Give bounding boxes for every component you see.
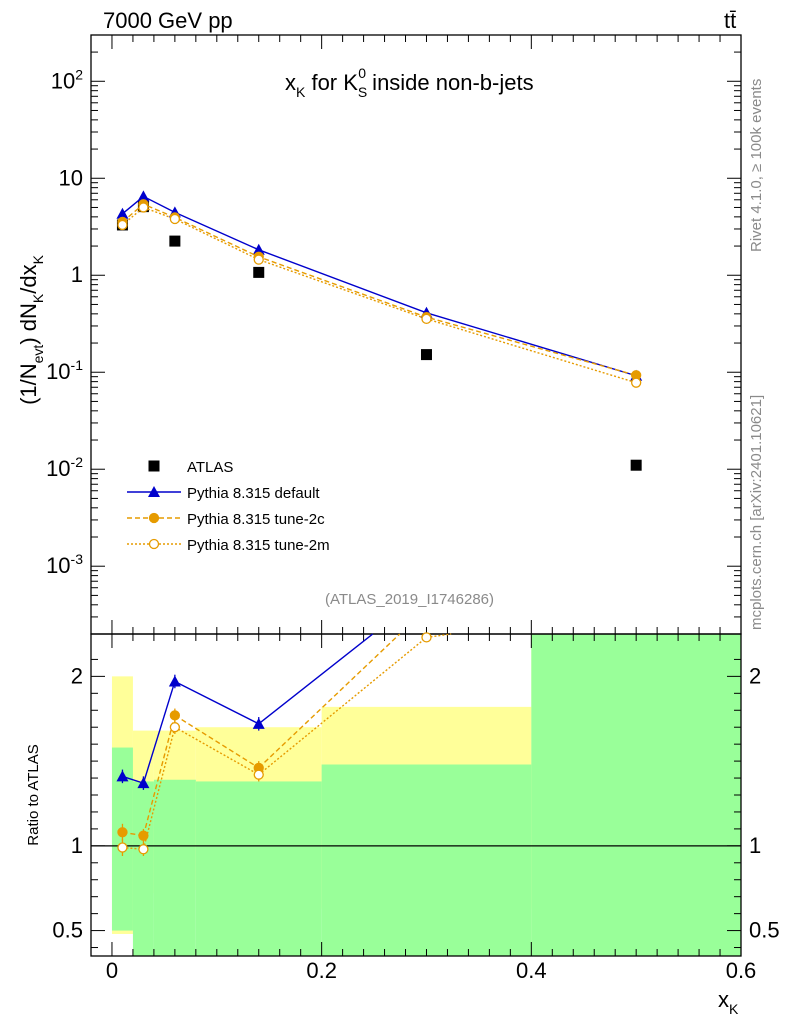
ratio-y-tick-label: 0.5	[52, 918, 83, 943]
ratio-line-segment	[142, 727, 176, 850]
band-green-bin	[531, 634, 741, 956]
ratio-y-tick-label: 1	[749, 833, 761, 858]
ratio-point	[253, 769, 264, 780]
series-line	[122, 203, 637, 376]
x-ticks: 0 0.2 0.4 0.6	[106, 35, 756, 983]
mcplots-label: mcplots.cern.ch [arXiv:2401.10621]	[748, 395, 765, 630]
legend-label: Pythia 8.315 default	[187, 485, 320, 502]
rivet-version-label: Rivet 4.1.0, ≥ 100k events	[748, 79, 765, 252]
data-point	[631, 377, 642, 388]
legend-label: Pythia 8.315 tune-2m	[187, 537, 330, 554]
ratio-point	[116, 770, 129, 782]
ratio-point	[168, 675, 181, 687]
ratio-y-tick-label: 2	[749, 663, 761, 688]
band-green-bin	[321, 764, 532, 956]
y-tick-label: 10-3	[46, 551, 83, 578]
analysis-id: (ATLAS_2019_I1746286)	[325, 591, 494, 608]
x-tick-label: 0.2	[306, 958, 337, 983]
data-point	[116, 207, 129, 219]
y-tick-label: 10	[59, 165, 83, 190]
x-axis-label: xK	[718, 987, 739, 1017]
ratio-line-segment	[258, 636, 427, 776]
ratio-point	[137, 777, 150, 789]
ratio-line-segment	[258, 633, 401, 769]
y-tick-label: 1	[71, 262, 83, 287]
main-series-atlas	[116, 201, 642, 471]
data-point	[253, 254, 264, 265]
ratio-line-segment	[174, 726, 260, 776]
ratio-y-ticks: 0.5 0.5 1 1 2 2	[52, 658, 780, 949]
process-label: tt̄	[724, 8, 736, 33]
legend-entry: Pythia 8.315 default	[127, 485, 320, 502]
series-line	[122, 206, 637, 384]
ratio-y-tick-label: 1	[71, 833, 83, 858]
ratio-point	[252, 717, 265, 729]
legend-label: Pythia 8.315 tune-2c	[187, 511, 325, 528]
legend-entry: Pythia 8.315 tune-2c	[127, 511, 325, 528]
legend-marker	[148, 512, 160, 524]
data-point	[169, 235, 181, 247]
ratio-line-segment	[142, 681, 176, 784]
legend: ATLAS Pythia 8.315 default Pythia 8.315 tu…	[127, 459, 330, 554]
band-green-bin	[195, 781, 322, 956]
data-point	[117, 219, 128, 231]
main-y-axis-label: (1/Nevt) dNK/dxK	[16, 254, 46, 405]
data-point	[252, 243, 265, 255]
svg-text:(1/Nevt) dNK/dxK: (1/Nevt) dNK/dxK	[16, 254, 46, 405]
series-line	[122, 195, 637, 377]
ratio-point	[138, 844, 149, 855]
x-tick-label: 0.6	[726, 958, 757, 983]
beam-energy-label: 7000 GeV pp	[103, 8, 233, 33]
main-series-pythia-8-315-default	[116, 190, 643, 381]
legend-marker	[148, 460, 160, 472]
data-point	[421, 313, 432, 325]
ratio-line-segment	[142, 715, 176, 836]
ratio-point	[169, 710, 181, 721]
ratio-series-pythia-8-315-tune-2c	[117, 633, 401, 843]
ratio-line-segment	[258, 633, 374, 725]
data-point	[138, 202, 149, 213]
legend-marker	[148, 486, 160, 497]
ratio-bands	[111, 634, 741, 956]
ratio-y-tick-label: 0.5	[749, 918, 780, 943]
data-point	[253, 266, 265, 278]
band-green-bin	[132, 781, 154, 956]
legend-entry: ATLAS	[148, 459, 233, 476]
data-point	[169, 213, 181, 225]
band-green-bin	[153, 779, 196, 956]
main-y-ticks: 10-3 10-2 10-1 1 10 102	[46, 34, 741, 635]
x-tick-label: 0	[106, 958, 118, 983]
ratio-series-pythia-8-315-tune-2m	[117, 632, 452, 857]
plot-title: xK for KS0 inside non-b-jets	[285, 65, 534, 100]
data-point	[420, 349, 432, 361]
y-tick-label: 10-2	[46, 454, 83, 481]
ratio-line-segment	[174, 714, 260, 769]
main-series-pythia-8-315-tune-2c	[117, 199, 642, 381]
ratio-line-segment	[174, 680, 260, 725]
legend-marker	[148, 538, 160, 550]
ratio-point	[421, 632, 432, 643]
ratio-point	[117, 827, 128, 838]
data-point	[137, 190, 150, 202]
ratio-y-axis-label: Ratio to ATLAS	[25, 744, 42, 845]
ratio-point	[169, 722, 181, 733]
ratio-point	[138, 830, 149, 841]
x-tick-label: 0.4	[516, 958, 547, 983]
y-tick-label: 102	[51, 66, 83, 93]
legend-entry: Pythia 8.315 tune-2m	[127, 537, 330, 554]
data-point	[630, 459, 642, 471]
y-tick-label: 10-1	[46, 357, 83, 384]
ratio-point	[117, 842, 128, 853]
legend-label: ATLAS	[187, 459, 233, 476]
ratio-y-tick-label: 2	[71, 663, 83, 688]
ratio-series-pythia-8-315-default	[116, 633, 374, 790]
main-series-pythia-8-315-tune-2m	[117, 202, 642, 388]
